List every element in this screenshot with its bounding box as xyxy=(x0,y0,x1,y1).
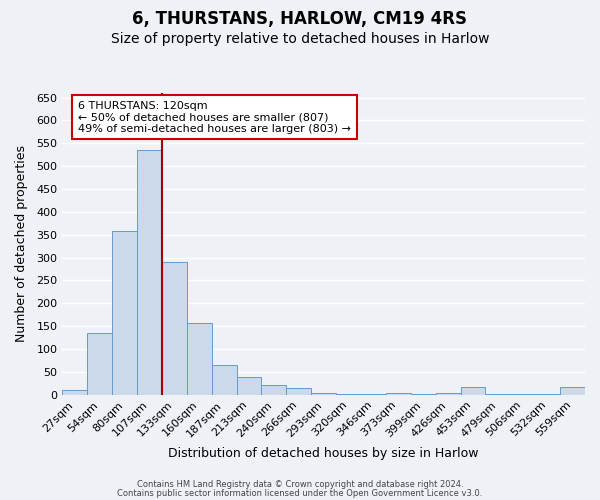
Text: 6 THURSTANS: 120sqm
← 50% of detached houses are smaller (807)
49% of semi-detac: 6 THURSTANS: 120sqm ← 50% of detached ho… xyxy=(78,100,351,134)
Text: Contains public sector information licensed under the Open Government Licence v3: Contains public sector information licen… xyxy=(118,488,482,498)
Bar xyxy=(436,394,461,395)
Bar xyxy=(311,393,336,395)
Bar xyxy=(212,365,236,395)
Bar xyxy=(286,388,311,395)
Bar xyxy=(62,390,87,395)
Bar xyxy=(461,386,485,395)
Bar xyxy=(187,323,212,395)
Bar xyxy=(560,386,585,395)
Bar xyxy=(485,394,511,395)
Bar xyxy=(137,150,162,395)
Bar xyxy=(262,385,286,395)
Text: Size of property relative to detached houses in Harlow: Size of property relative to detached ho… xyxy=(111,32,489,46)
Bar xyxy=(87,333,112,395)
Text: Contains HM Land Registry data © Crown copyright and database right 2024.: Contains HM Land Registry data © Crown c… xyxy=(137,480,463,489)
X-axis label: Distribution of detached houses by size in Harlow: Distribution of detached houses by size … xyxy=(169,447,479,460)
Bar xyxy=(236,376,262,395)
Bar xyxy=(386,392,411,395)
Bar xyxy=(162,262,187,395)
Bar xyxy=(112,231,137,395)
Bar xyxy=(336,394,361,395)
Y-axis label: Number of detached properties: Number of detached properties xyxy=(15,146,28,342)
Text: 6, THURSTANS, HARLOW, CM19 4RS: 6, THURSTANS, HARLOW, CM19 4RS xyxy=(133,10,467,28)
